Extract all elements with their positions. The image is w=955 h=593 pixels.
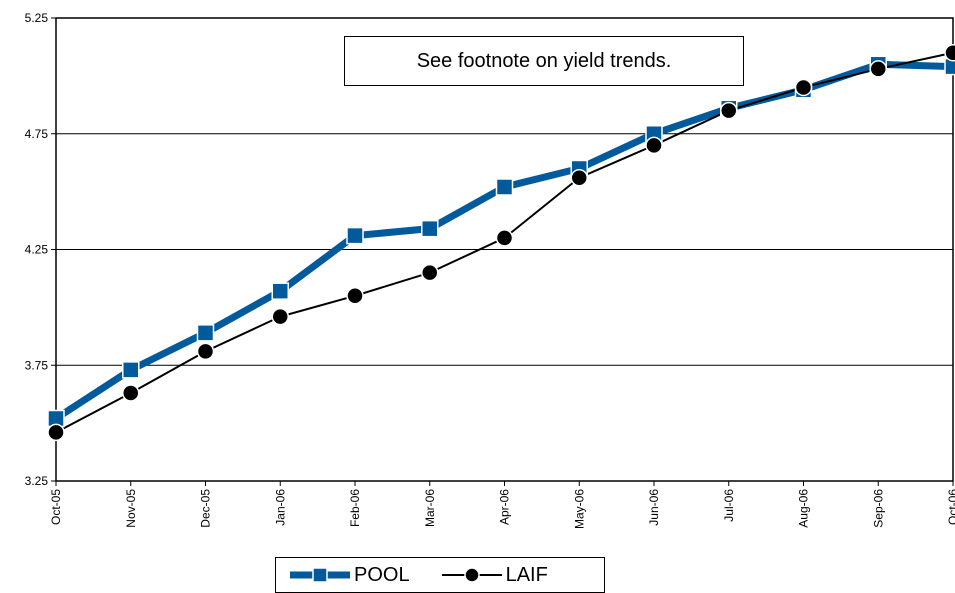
x-tick-label: Dec-05 [199, 489, 213, 528]
x-tick-label: Nov-05 [124, 489, 138, 528]
y-tick-label: 3.75 [25, 358, 49, 372]
legend-label-pool: POOL [354, 563, 410, 586]
data-point-laif [944, 43, 955, 62]
data-point-laif [495, 229, 514, 247]
x-tick-label: Jan-06 [273, 489, 287, 526]
y-tick-label: 4.75 [25, 127, 49, 141]
data-point-laif [47, 423, 65, 442]
annotation-text: See footnote on yield trends. [416, 49, 672, 72]
data-point-pool [421, 219, 439, 238]
y-tick-labels: 3.25 3.75 4.25 4.75 5.25 [25, 11, 49, 488]
x-tick-label: Jun-06 [647, 489, 661, 526]
annotation-box: See footnote on yield trends. [344, 36, 744, 86]
x-tick-labels: Oct-05 Nov-05 Dec-05 Jan-06 Feb-06 Mar-06 Apr-… [49, 489, 955, 529]
x-tick-label: Apr-06 [498, 489, 512, 525]
data-point-laif [570, 168, 588, 187]
data-point-laif [271, 307, 289, 326]
data-point-pool [196, 324, 215, 342]
legend-swatch-pool [290, 567, 350, 583]
data-point-pool [122, 361, 140, 379]
gridlines [56, 133, 953, 366]
legend-item-laif: LAIF [440, 564, 548, 587]
x-tick-label: Jul-06 [722, 489, 736, 522]
data-point-laif [645, 136, 663, 155]
data-point-pool [271, 282, 289, 300]
x-tick-label: Feb-06 [348, 489, 362, 527]
x-tick-label: Oct-06 [946, 489, 955, 525]
legend-label-laif: LAIF [505, 563, 548, 586]
y-tick-label: 4.25 [25, 243, 49, 257]
data-point-laif [869, 60, 887, 78]
legend-item-pool: POOL [288, 564, 410, 587]
axes [51, 17, 954, 486]
data-point-laif [794, 78, 813, 97]
data-point-laif [346, 287, 364, 305]
data-point-laif [421, 263, 439, 282]
y-tick-label: 5.25 [25, 11, 49, 25]
data-point-laif [196, 342, 215, 361]
series-markers [47, 43, 955, 442]
data-point-laif [720, 101, 738, 120]
x-tick-label: May-06 [572, 489, 586, 529]
x-tick-label: Mar-06 [423, 489, 437, 527]
x-tick-label: Oct-05 [49, 489, 63, 525]
legend: POOL LAIF [275, 557, 605, 593]
x-tick-label: Aug-06 [797, 489, 811, 528]
legend-swatch-laif [441, 567, 502, 583]
data-point-pool [495, 178, 514, 196]
y-tick-label: 3.25 [25, 474, 49, 488]
data-point-laif [122, 384, 140, 402]
x-tick-label: Sep-06 [871, 489, 885, 528]
data-point-pool [346, 226, 364, 245]
